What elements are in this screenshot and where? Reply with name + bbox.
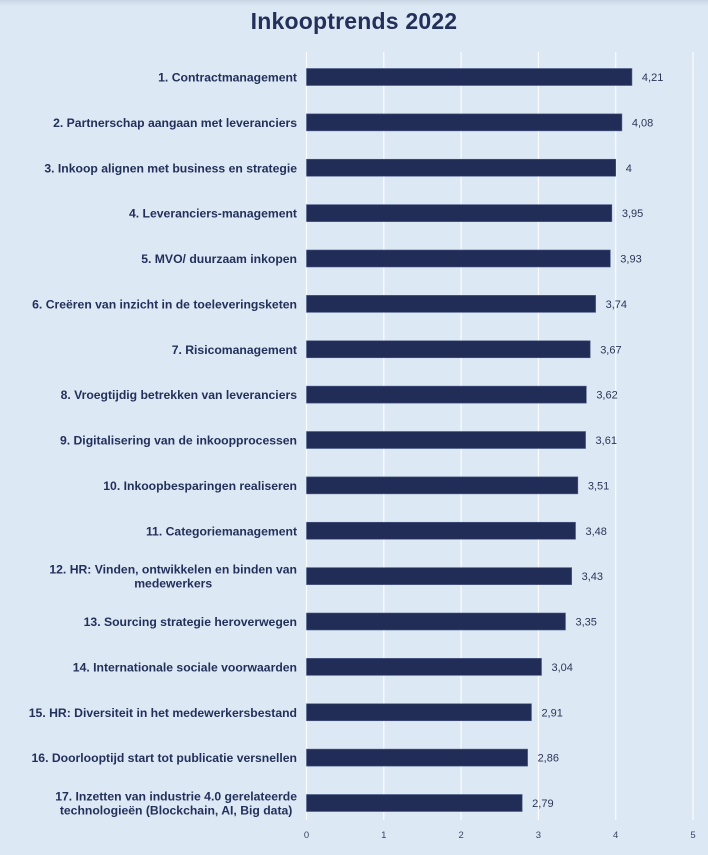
- bar: [306, 204, 613, 222]
- category-label: 15. HR: Diversiteit in het medewerkersbe…: [29, 706, 297, 720]
- bar: [306, 567, 572, 585]
- data-label: 3,93: [620, 254, 641, 266]
- category-label: 16. Doorlooptijd start tot publicatie ve…: [32, 751, 297, 765]
- bar: [306, 431, 586, 449]
- category-label: 12. HR: Vinden, ontwikkelen en binden va…: [49, 563, 297, 591]
- x-tick-label: 5: [690, 830, 695, 841]
- category-label: 5. MVO/ duurzaam inkopen: [141, 252, 297, 266]
- bar: [306, 658, 542, 676]
- data-label: 3,74: [606, 299, 627, 311]
- value-labels: 4,21 4,08 4 3,95 3,93 3,74 3,67 3,62 3,61 3,51 3,4…: [532, 72, 663, 810]
- data-label: 3,61: [596, 435, 617, 447]
- bar: [306, 748, 528, 767]
- category-label: 3. Inkoop alignen met business en strate…: [44, 161, 297, 175]
- bar: [306, 68, 633, 86]
- top-shade: [0, 0, 708, 6]
- data-label: 3,95: [622, 208, 643, 220]
- x-tick-label: 0: [304, 830, 309, 841]
- category-label: 6. Creëren van inzicht in de toelevering…: [32, 297, 297, 311]
- category-labels: 1. Contractmanagement 2. Partnerschap aan…: [29, 71, 297, 818]
- data-label: 3,04: [551, 662, 572, 674]
- data-label: 3,67: [600, 344, 621, 356]
- bar: [306, 612, 566, 631]
- chart-title: Inkooptrends 2022: [250, 8, 458, 34]
- data-label: 4,08: [632, 117, 653, 129]
- x-tick-label: 3: [536, 830, 541, 841]
- bar: [306, 249, 611, 268]
- bar: [306, 158, 617, 177]
- data-label: 3,51: [588, 480, 609, 492]
- data-label: 3,62: [596, 390, 617, 402]
- bar: [306, 794, 523, 812]
- data-label: 3,48: [586, 526, 607, 538]
- data-label: 4: [626, 163, 632, 175]
- x-tick-label: 2: [458, 830, 463, 841]
- bar: [306, 113, 623, 132]
- category-label: 17. Inzetten van industrie 4.0 gerelatee…: [55, 790, 297, 818]
- data-label: 3,43: [582, 571, 603, 583]
- category-label: 4. Leveranciers-management: [129, 207, 297, 221]
- category-label: 2. Partnerschap aangaan met leveranciers: [53, 116, 297, 130]
- x-axis-ticks: 0 1 2 3 4 5: [304, 830, 696, 841]
- category-label: 11. Categoriemanagement: [146, 524, 297, 538]
- bar: [306, 385, 587, 404]
- bar: [306, 476, 579, 495]
- data-label: 3,35: [575, 617, 596, 629]
- category-label: 9. Digitalisering van de inkoopprocessen: [60, 434, 297, 448]
- data-label: 2,91: [541, 707, 562, 719]
- category-label: 10. Inkoopbesparingen realiseren: [103, 479, 297, 493]
- category-label: 13. Sourcing strategie heroverwegen: [84, 615, 297, 629]
- data-label: 2,86: [538, 753, 559, 765]
- bar: [306, 295, 596, 313]
- category-label: 8. Vroegtijdig betrekken van leverancier…: [61, 388, 298, 402]
- bar: [306, 340, 591, 359]
- category-label: 1. Contractmanagement: [158, 71, 297, 85]
- bars: [306, 68, 633, 812]
- data-label: 2,79: [532, 798, 553, 810]
- bar: [306, 521, 576, 540]
- category-label: 14. Internationale sociale voorwaarden: [73, 660, 297, 674]
- x-tick-label: 4: [613, 830, 618, 841]
- data-label: 4,21: [642, 72, 663, 84]
- category-label: 7. Risicomanagement: [172, 343, 297, 357]
- bar: [306, 703, 532, 722]
- x-tick-label: 1: [381, 830, 386, 841]
